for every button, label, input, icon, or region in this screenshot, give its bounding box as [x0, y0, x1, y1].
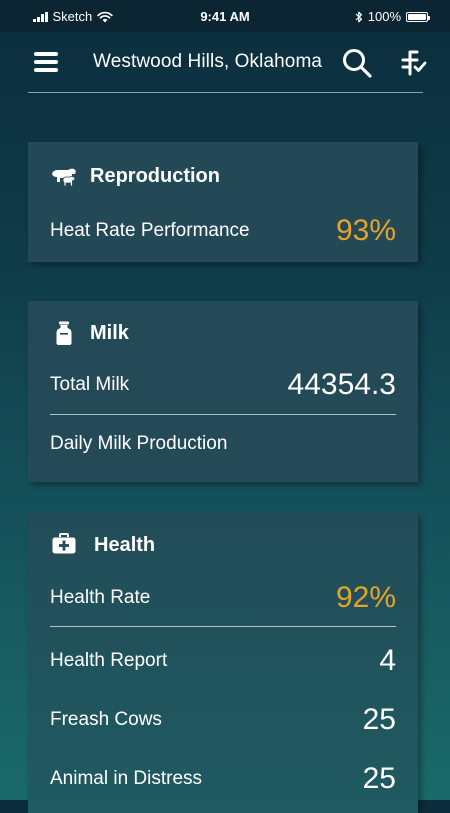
health-rate-label: Health Rate — [50, 587, 151, 608]
fresh-cows-value: 25 — [362, 703, 396, 736]
bluetooth-icon — [355, 11, 362, 22]
animal-in-distress-label: Animal in Distress — [50, 768, 203, 789]
health-report-label: Health Report — [50, 650, 168, 671]
medical-kit-icon — [52, 533, 76, 554]
reproduction-card-header: Reproduction — [50, 162, 220, 190]
status-left: Sketch — [33, 9, 113, 24]
health-report-row[interactable]: Health Report 4 — [50, 641, 396, 681]
milk-card-header: Milk — [50, 319, 129, 347]
total-milk-value: 44354.3 — [287, 368, 396, 401]
status-bar: Sketch 9:41 AM 100% — [0, 0, 450, 32]
health-card-title: Health — [94, 533, 156, 556]
cow-calf-icon — [52, 168, 76, 187]
location-title[interactable]: Westwood Hills, Oklahoma — [93, 51, 323, 72]
status-right: 100% — [355, 9, 430, 24]
battery-percentage: 100% — [367, 9, 401, 24]
battery-icon — [406, 11, 430, 22]
status-time: 9:41 AM — [200, 9, 250, 24]
health-card[interactable]: Health Health Rate 92% Health Report 4 F… — [28, 513, 418, 813]
health-rate-row[interactable]: Health Rate 92% — [50, 578, 396, 618]
fresh-cows-row[interactable]: Freash Cows 25 — [50, 700, 396, 740]
animal-in-distress-row[interactable]: Animal in Distress 25 — [50, 759, 396, 799]
health-card-header: Health — [50, 531, 155, 559]
hamburger-menu-icon[interactable] — [34, 52, 58, 72]
reproduction-card[interactable]: Reproduction Heat Rate Performance 93% — [28, 142, 418, 262]
milk-can-icon — [56, 321, 72, 345]
carrier-name: Sketch — [52, 9, 93, 24]
milk-card[interactable]: Milk Total Milk 44354.3 Daily Milk Produ… — [28, 301, 418, 482]
search-icon[interactable] — [341, 47, 373, 79]
health-card-divider — [50, 626, 396, 627]
heat-rate-performance-row[interactable]: Heat Rate Performance 93% — [50, 211, 396, 251]
daily-milk-production-row[interactable]: Daily Milk Production — [50, 424, 396, 464]
health-report-value: 4 — [379, 644, 396, 677]
wifi-icon — [97, 11, 113, 22]
heat-rate-performance-label: Heat Rate Performance — [50, 220, 250, 241]
signal-strength-icon — [33, 11, 48, 22]
animal-in-distress-value: 25 — [362, 762, 396, 795]
total-milk-row[interactable]: Total Milk 44354.3 — [50, 365, 396, 405]
fresh-cows-label: Freash Cows — [50, 709, 162, 730]
milk-card-divider — [50, 414, 396, 415]
health-rate-value: 92% — [335, 581, 396, 614]
daily-milk-production-label: Daily Milk Production — [50, 433, 228, 454]
heat-rate-performance-value: 93% — [335, 214, 396, 247]
milk-card-title: Milk — [90, 321, 129, 344]
app-header: Westwood Hills, Oklahoma — [28, 32, 427, 93]
reproduction-card-title: Reproduction — [90, 164, 220, 187]
filter-sort-icon[interactable] — [400, 49, 428, 77]
total-milk-label: Total Milk — [50, 374, 130, 395]
